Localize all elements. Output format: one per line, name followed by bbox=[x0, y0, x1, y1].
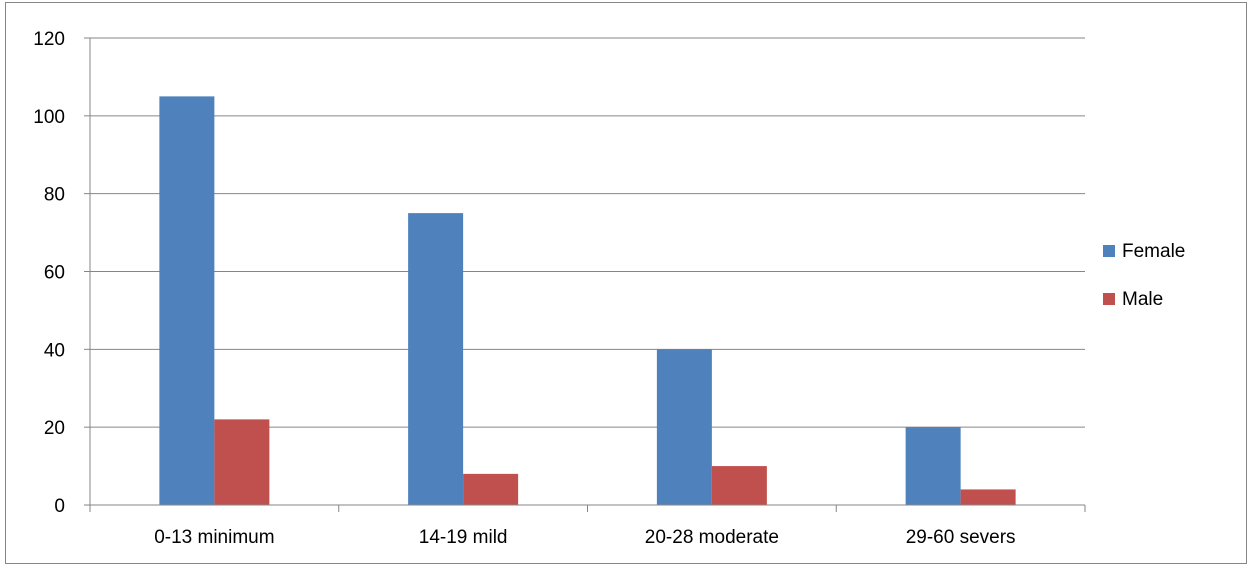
bar-male bbox=[711, 466, 767, 505]
bar-male bbox=[214, 419, 270, 505]
bar-male bbox=[463, 473, 519, 505]
y-tick-label: 60 bbox=[44, 263, 65, 284]
bars bbox=[159, 96, 1016, 505]
x-category-label: 29-60 severs bbox=[906, 527, 1016, 548]
x-category-label: 0-13 minimum bbox=[154, 527, 274, 548]
legend: Female Male bbox=[1103, 241, 1185, 310]
legend-label-male: Male bbox=[1122, 289, 1163, 310]
bar-female bbox=[408, 213, 464, 505]
x-category-labels: 0-13 minimum 14-19 mild 20-28 moderate 29-6… bbox=[154, 527, 1015, 548]
x-category-label: 20-28 moderate bbox=[645, 527, 779, 548]
y-tick-label: 40 bbox=[44, 340, 65, 361]
x-category-label: 14-19 mild bbox=[419, 527, 508, 548]
y-tick-label: 100 bbox=[33, 107, 65, 128]
y-tick-label: 0 bbox=[54, 496, 65, 517]
bar-female bbox=[905, 427, 961, 505]
y-tick-label: 20 bbox=[44, 418, 65, 439]
bar-female bbox=[656, 349, 712, 505]
axes bbox=[84, 37, 1086, 512]
legend-label-female: Female bbox=[1122, 241, 1185, 262]
gridlines bbox=[90, 37, 1085, 428]
y-tick-labels: 0 20 40 60 80 100 120 bbox=[33, 29, 65, 517]
bar-female bbox=[159, 96, 215, 505]
legend-swatch-female bbox=[1103, 245, 1115, 257]
y-tick-label: 120 bbox=[33, 29, 65, 50]
bar-male bbox=[960, 489, 1016, 505]
y-tick-label: 80 bbox=[44, 185, 65, 206]
legend-swatch-male bbox=[1103, 293, 1115, 305]
